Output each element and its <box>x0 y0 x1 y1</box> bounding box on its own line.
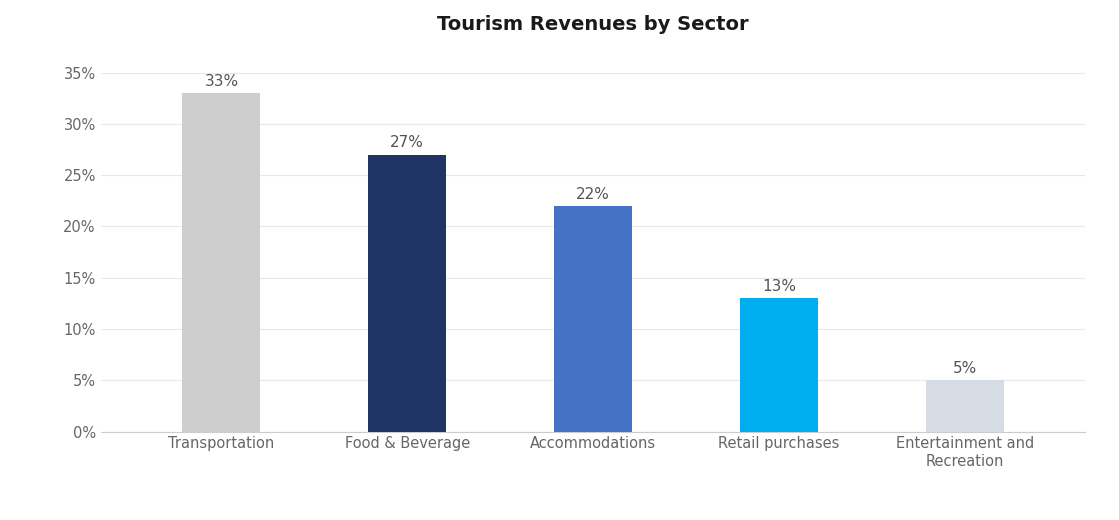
Text: 33%: 33% <box>205 74 238 89</box>
Bar <box>182 93 261 432</box>
Text: 5%: 5% <box>952 361 977 376</box>
Bar <box>554 206 632 432</box>
Text: 13%: 13% <box>762 279 796 294</box>
Text: 27%: 27% <box>391 136 424 150</box>
Title: Tourism Revenues by Sector: Tourism Revenues by Sector <box>438 15 749 34</box>
Bar <box>925 380 1004 432</box>
Bar <box>740 298 818 432</box>
Bar <box>368 154 446 432</box>
Text: 22%: 22% <box>576 187 610 202</box>
